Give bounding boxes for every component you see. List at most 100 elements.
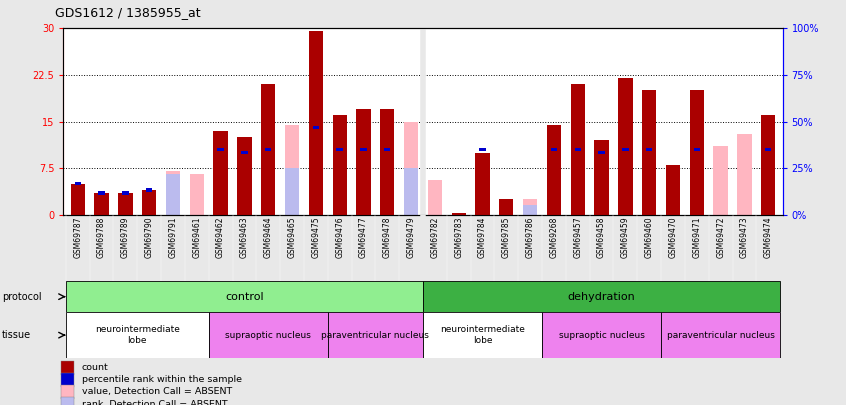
Text: rank, Detection Call = ABSENT: rank, Detection Call = ABSENT [82, 400, 228, 405]
Bar [261, 84, 275, 215]
Bar [595, 140, 609, 215]
Text: GSM69790: GSM69790 [145, 217, 154, 258]
Bar [142, 193, 157, 215]
Text: GSM69783: GSM69783 [454, 217, 464, 258]
Bar [66, 281, 423, 312]
Bar [542, 312, 661, 358]
Bar [761, 115, 776, 215]
Text: GSM69784: GSM69784 [478, 217, 487, 258]
Bar [142, 190, 157, 215]
Text: GSM69475: GSM69475 [311, 217, 321, 258]
Bar [61, 397, 74, 405]
Bar [360, 148, 366, 151]
Text: tissue: tissue [2, 330, 30, 340]
Bar [98, 191, 105, 195]
Bar [547, 125, 561, 215]
Bar [70, 183, 85, 215]
Bar [327, 312, 423, 358]
Bar [309, 32, 323, 215]
Bar [423, 281, 780, 312]
Text: GSM69459: GSM69459 [621, 217, 630, 258]
Text: GSM69470: GSM69470 [668, 217, 678, 258]
Bar [689, 90, 704, 215]
Text: GSM69787: GSM69787 [74, 217, 82, 258]
Bar [452, 213, 466, 215]
Bar [404, 168, 418, 215]
Text: GSM69458: GSM69458 [597, 217, 606, 258]
Bar [146, 188, 152, 192]
Text: paraventricular nucleus: paraventricular nucleus [321, 330, 429, 340]
Bar [646, 148, 652, 151]
Text: GSM69471: GSM69471 [692, 217, 701, 258]
Text: GSM69474: GSM69474 [764, 217, 772, 258]
Bar [571, 84, 585, 215]
Bar [423, 312, 542, 358]
Text: GSM69462: GSM69462 [216, 217, 225, 258]
Bar [95, 193, 108, 215]
Text: GSM69788: GSM69788 [97, 217, 106, 258]
Bar [356, 109, 371, 215]
Text: GSM69479: GSM69479 [407, 217, 415, 258]
Text: neurointermediate
lobe: neurointermediate lobe [95, 326, 179, 345]
Text: percentile rank within the sample: percentile rank within the sample [82, 375, 242, 384]
Bar [337, 148, 343, 151]
Text: GSM69789: GSM69789 [121, 217, 129, 258]
Text: GSM69791: GSM69791 [168, 217, 178, 258]
Text: GSM69457: GSM69457 [574, 217, 582, 258]
Bar [70, 187, 85, 215]
Bar [384, 148, 391, 151]
Bar [642, 90, 656, 215]
Text: GSM69785: GSM69785 [502, 217, 511, 258]
Text: control: control [225, 292, 264, 302]
Bar [332, 115, 347, 215]
Bar [217, 148, 224, 151]
Bar [166, 171, 180, 215]
Bar [166, 174, 180, 215]
Bar [209, 312, 327, 358]
Text: GSM69786: GSM69786 [525, 217, 535, 258]
Text: supraoptic nucleus: supraoptic nucleus [225, 330, 311, 340]
Bar [738, 134, 751, 215]
Text: count: count [82, 363, 108, 372]
Bar [666, 165, 680, 215]
Text: GSM69465: GSM69465 [288, 217, 297, 258]
Bar [61, 385, 74, 399]
Bar [713, 146, 728, 215]
Bar [122, 191, 129, 195]
Text: neurointermediate
lobe: neurointermediate lobe [440, 326, 525, 345]
Bar [598, 151, 605, 154]
Text: GSM69472: GSM69472 [717, 217, 725, 258]
Text: dehydration: dehydration [568, 292, 635, 302]
Bar [523, 199, 537, 215]
Bar [404, 122, 418, 215]
Text: GSM69463: GSM69463 [240, 217, 249, 258]
Bar [428, 181, 442, 215]
Bar [313, 126, 319, 130]
Bar [380, 109, 394, 215]
Text: protocol: protocol [2, 292, 41, 302]
Bar [61, 361, 74, 375]
Bar [66, 312, 209, 358]
Text: GSM69268: GSM69268 [549, 217, 558, 258]
Bar [265, 148, 272, 151]
Bar [213, 131, 228, 215]
Text: GSM69460: GSM69460 [645, 217, 654, 258]
Bar [118, 193, 133, 215]
Text: GSM69782: GSM69782 [431, 217, 439, 258]
Text: value, Detection Call = ABSENT: value, Detection Call = ABSENT [82, 388, 232, 396]
Bar [475, 153, 490, 215]
Bar [74, 182, 81, 185]
Bar [574, 148, 581, 151]
Bar [190, 174, 204, 215]
Bar [551, 148, 558, 151]
Bar [661, 312, 780, 358]
Bar [118, 193, 133, 215]
Bar [765, 148, 772, 151]
Bar [285, 125, 299, 215]
Text: GDS1612 / 1385955_at: GDS1612 / 1385955_at [55, 6, 201, 19]
Bar [241, 151, 248, 154]
Text: GSM69461: GSM69461 [192, 217, 201, 258]
Text: paraventricular nucleus: paraventricular nucleus [667, 330, 775, 340]
Bar [95, 196, 108, 215]
Bar [480, 148, 486, 151]
